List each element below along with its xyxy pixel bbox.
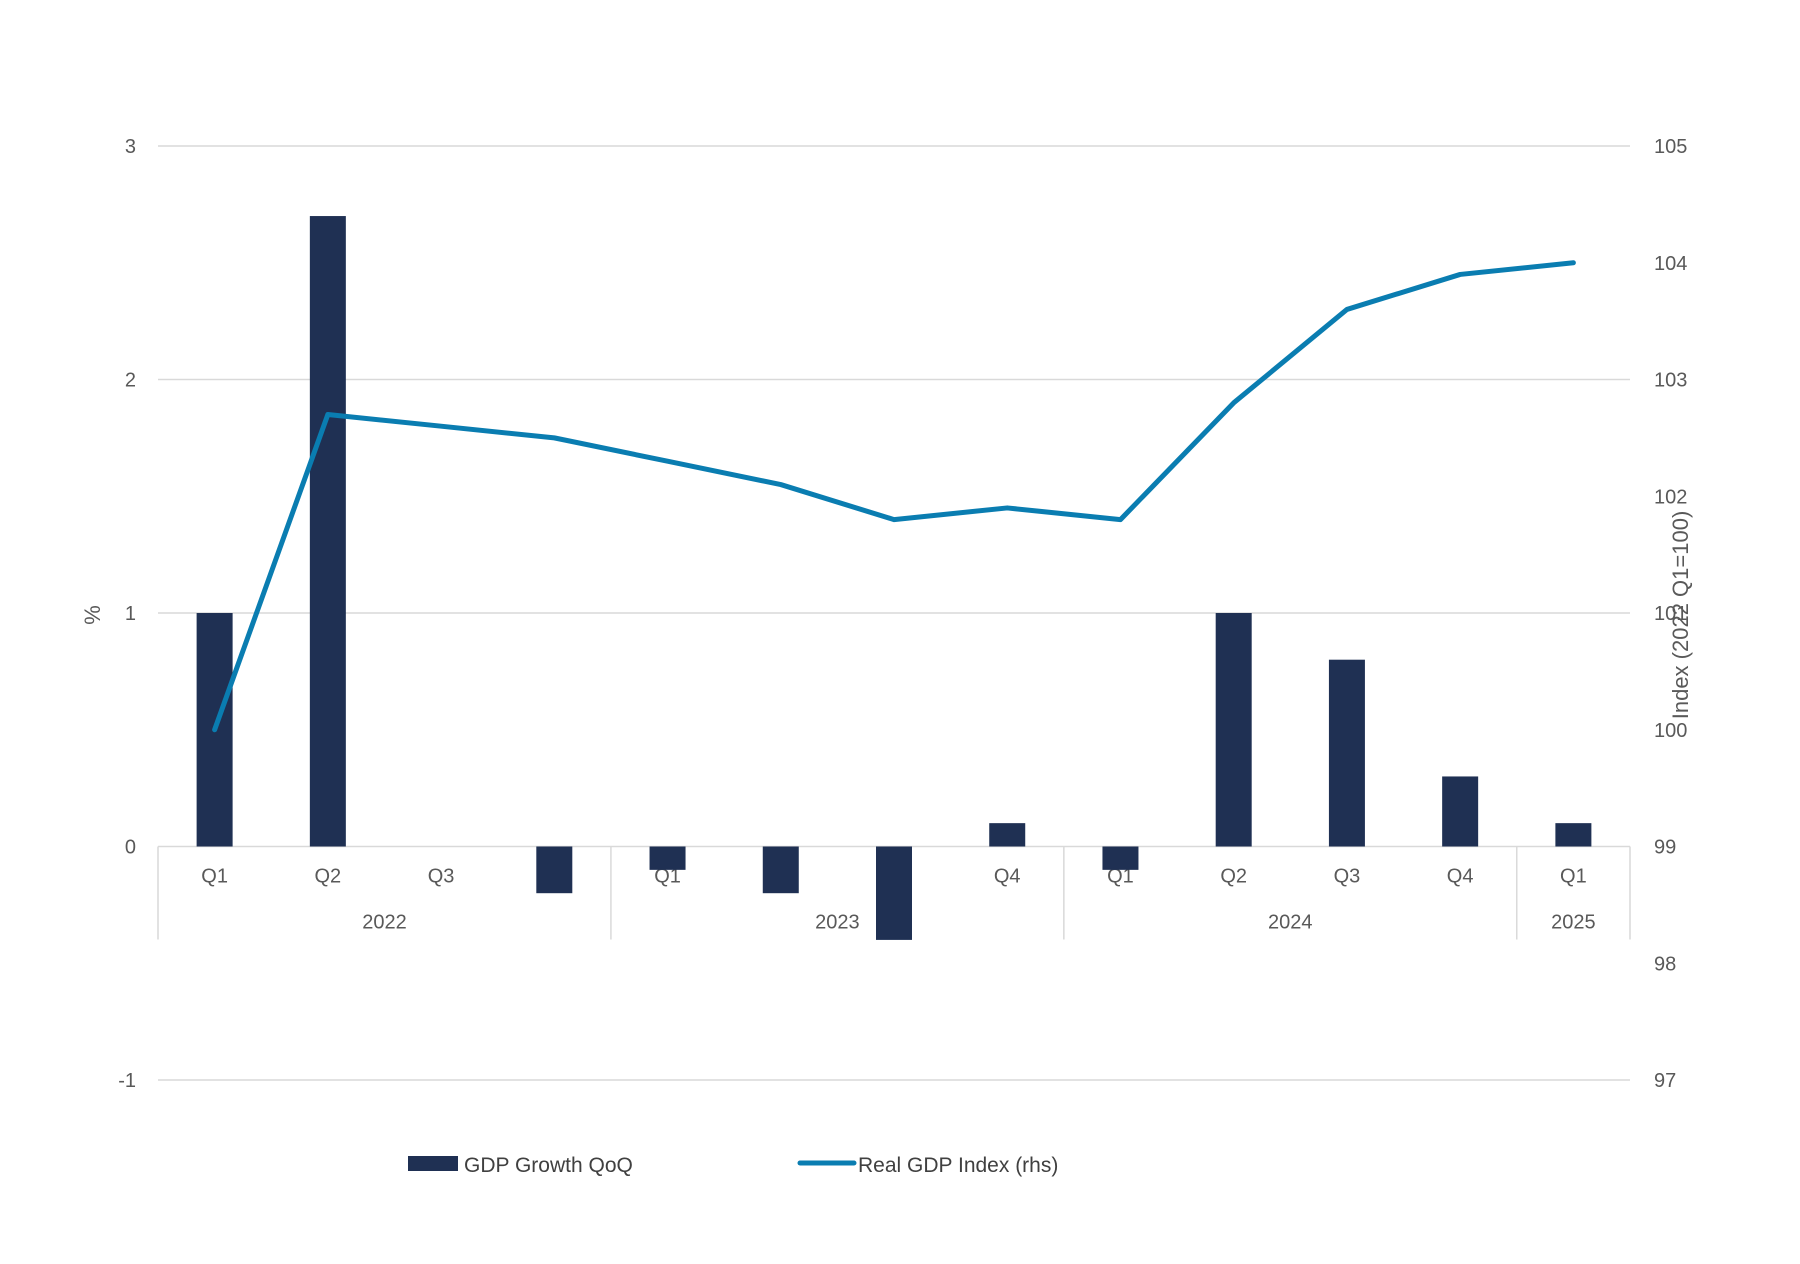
year-label: 2022	[362, 912, 407, 934]
right-tick-label: 100	[1654, 720, 1687, 742]
category-label: Q1	[1560, 866, 1587, 888]
left-tick-label: 2	[125, 370, 136, 392]
bar	[1555, 823, 1592, 847]
legend-swatch-bar	[408, 1156, 458, 1171]
bar	[989, 823, 1026, 847]
category-label: Q3	[1334, 866, 1361, 888]
left-tick-label: 1	[125, 603, 136, 625]
right-tick-label: 105	[1654, 136, 1687, 158]
bar	[1442, 776, 1479, 847]
left-tick-label: -1	[118, 1070, 136, 1092]
legend: GDP Growth QoQ Real GDP Index (rhs)	[408, 1154, 1058, 1177]
bar	[762, 846, 799, 894]
right-tick-label: 104	[1654, 253, 1687, 275]
left-axis-ticks: -1 0 1 2 3	[118, 136, 136, 1092]
bar	[309, 216, 346, 847]
category-label: Q1	[201, 866, 228, 888]
line-series	[212, 260, 1576, 733]
category-label: Q2	[1220, 866, 1247, 888]
right-axis-title: Index (2022 Q1=100)	[1668, 511, 1693, 720]
bar	[1328, 659, 1365, 847]
gdp-index-line	[212, 260, 1576, 733]
category-label: Q3	[428, 866, 455, 888]
bar	[1102, 846, 1139, 870]
year-label: 2025	[1551, 912, 1596, 934]
left-tick-label: 0	[125, 837, 136, 859]
right-tick-label: 98	[1654, 953, 1676, 975]
right-tick-label: 97	[1654, 1070, 1676, 1092]
legend-label-bar: GDP Growth QoQ	[464, 1154, 633, 1177]
bar	[1215, 613, 1252, 847]
category-label: Q1	[1107, 866, 1134, 888]
category-label: Q2	[315, 866, 342, 888]
bar	[536, 846, 573, 894]
gridlines	[158, 145, 1630, 1081]
right-tick-label: 101	[1654, 603, 1687, 625]
category-label: Q1	[654, 866, 681, 888]
year-label: 2024	[1268, 912, 1313, 934]
bar	[876, 846, 912, 940]
bar	[649, 846, 686, 870]
legend-label-line: Real GDP Index (rhs)	[858, 1154, 1058, 1177]
bar-series	[196, 216, 1592, 940]
year-label: 2023	[815, 912, 860, 934]
left-tick-label: 3	[125, 136, 136, 158]
right-axis-ticks: 97 98 99 100 101 102 103 104 105	[1654, 136, 1687, 1092]
left-axis-title: %	[80, 605, 105, 625]
right-tick-label: 102	[1654, 486, 1687, 508]
category-label: Q4	[1447, 866, 1474, 888]
right-tick-label: 99	[1654, 837, 1676, 859]
category-label: Q4	[994, 866, 1021, 888]
right-tick-label: 103	[1654, 370, 1687, 392]
